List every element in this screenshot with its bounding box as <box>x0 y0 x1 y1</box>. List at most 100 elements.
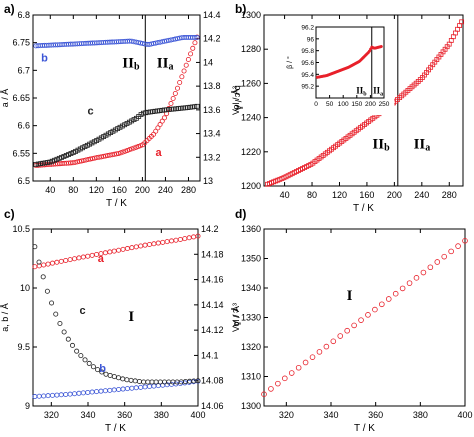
panel-c-a-data-point <box>173 237 179 243</box>
panel-c-a-data-point <box>146 241 152 247</box>
panel-b-x-tick-label: 280 <box>442 190 457 200</box>
panel-c-y2-tick-label: 14.1 <box>201 350 219 360</box>
panel-c-c-data-point <box>40 274 46 280</box>
panel-c-y2-tick-label: 14.18 <box>201 249 224 259</box>
panel-d-Vol-data-point <box>365 312 371 318</box>
panel-d-y-tick-label: 1310 <box>241 372 261 382</box>
panel-b-phase-label: IIa <box>414 136 431 153</box>
panel-c-x-axis-title: T / K <box>105 423 126 434</box>
panel-a-series-label-a: a <box>155 147 162 159</box>
panel-a-a-data-point <box>118 150 124 156</box>
panel-b-inset-x-tick-label: 200 <box>365 101 376 108</box>
panel-c-c-data-point <box>61 329 67 335</box>
panel-c-b-data-point <box>133 385 139 391</box>
panel-c-b-data-point <box>89 389 95 395</box>
panel-c-b-data-point <box>54 392 60 398</box>
panel-c-c-data-point <box>120 376 126 382</box>
panel-a-x-tick-label: 280 <box>181 185 196 195</box>
panel-d-Vol-data-point <box>434 259 441 265</box>
panel-a-a-data-point <box>120 149 126 155</box>
panel-c-b-data-point <box>98 388 104 394</box>
panel-a-y-tick-label: 6.8 <box>17 10 30 20</box>
panel-a-a-data-point <box>122 148 128 154</box>
panel-a-a-data-point <box>131 145 137 151</box>
panel-a-a-data-point <box>190 45 196 51</box>
panel-c-b-data-point <box>80 390 86 396</box>
panel-b-y-tick-label: 1220 <box>241 147 261 157</box>
panel-d-Vol-data-point <box>413 275 420 281</box>
panel-b-inset-x-tick-label: 0 <box>314 101 318 108</box>
panel-b-inset-y-tick-label: 95.6 <box>301 60 314 67</box>
panel-d-y-tick-label: 1300 <box>241 401 261 411</box>
panel-c-b-data-point <box>72 391 78 397</box>
panel-d-x-tick-label: 320 <box>279 410 294 420</box>
panel-d-Vol-data-point <box>268 386 274 392</box>
panel-d-Vol-data-point <box>406 280 413 286</box>
panel-c-c-data-point <box>116 375 122 381</box>
panel-a-x-tick-label: 80 <box>68 185 78 195</box>
panel-c-b-data-point <box>142 384 148 390</box>
panel-a-x-tick-label: 120 <box>89 185 104 195</box>
panel-d-x-tick-label: 400 <box>457 410 472 420</box>
panel-d-Vol-data-point <box>309 354 316 360</box>
panel-c-c-data-point <box>36 259 42 265</box>
panel-a-a-data-point <box>133 144 139 150</box>
panel-b-inset: 0 50 100 150 200 250 95.2 95.4 95.6 95.8 96 96.2 β /… <box>282 22 394 115</box>
panel-a-a-data-point <box>183 62 189 68</box>
panel-c-a-data-point <box>85 253 91 259</box>
panel-c-y-tick-label: 10.5 <box>12 224 30 234</box>
panel-c-a-data-point <box>80 254 86 260</box>
panel-c-c-data-point <box>86 360 92 366</box>
panel-a-y2-tick-label: 14.2 <box>203 34 221 44</box>
panel-a-x-tick-label: 40 <box>45 185 55 195</box>
panel-d-Vol-data-point <box>351 322 357 329</box>
panel-d-y-tick-label: 1340 <box>241 283 261 293</box>
panel-d-x-tick-label: 360 <box>368 410 383 420</box>
panel-c-a-data-point <box>177 236 183 242</box>
panel-c-a-data-point <box>67 257 73 263</box>
panel-b: b) 40 80 120 160 200 240 280 1200 1220 1240 1260 128… <box>231 2 465 214</box>
panel-c-a-data-point <box>155 240 161 246</box>
panel-b-inset-y-tick-label: 95.2 <box>301 84 314 91</box>
panel-c-y2-tick-label: 14.12 <box>201 325 224 335</box>
panel-c-a-data-point <box>89 252 95 258</box>
panel-d-Vol-data-point <box>344 327 350 334</box>
panel-c-a-data-point <box>191 234 197 240</box>
panel-a-y-axis-title: a / Å <box>0 89 10 108</box>
panel-d-y-axis-title: Vol / Å³ <box>231 303 241 332</box>
panel-c-a-data-point <box>76 255 82 261</box>
panel-a-x-tick-label: 160 <box>112 185 127 195</box>
panel-c-phase-label: I <box>128 309 134 325</box>
panel-a-y-tick-label: 6.55 <box>12 148 30 158</box>
panel-b-inset-y-axis-title: β / ° <box>286 56 294 69</box>
panel-c-a-data-point <box>72 256 78 262</box>
panel-c-x-tick-label: 400 <box>190 410 205 420</box>
panel-c-b-data-point <box>63 391 69 397</box>
panel-c-a-data-point <box>160 239 166 245</box>
panel-c-b-data-point <box>120 386 126 392</box>
panel-c-a-data-point <box>138 243 144 249</box>
panel-d-Vol-data-point <box>330 338 337 345</box>
panel-d-Vol-data-point <box>261 391 267 398</box>
panel-c-y2-tick-label: 14.08 <box>201 376 224 386</box>
panel-c-y2-tick-label: 14.16 <box>201 275 224 285</box>
panel-d-Vol-data-point <box>295 364 302 371</box>
panel-a-x-tick-label: 200 <box>135 185 150 195</box>
panel-d-Vol-data-point <box>379 301 385 308</box>
panel-d-y-tick-label: 1350 <box>241 254 261 264</box>
panel-c-series-label-b: b <box>99 363 106 375</box>
panel-c-panel-label: c) <box>4 207 15 221</box>
panel-c-c-data-point <box>132 378 138 384</box>
panel-c-y-tick-label: 10 <box>20 283 30 293</box>
panel-a-panel-label: a) <box>4 2 15 16</box>
panel-c-b-data-point <box>138 384 144 390</box>
panel-c-b-data-point <box>36 393 42 399</box>
panel-b-inset-y-tick-label: 96 <box>307 36 315 43</box>
panel-c-plot-frame <box>32 228 199 407</box>
panel-c-c-data-point <box>78 353 84 359</box>
panel-b-x-axis-title: T / K <box>353 203 374 214</box>
panel-a-y-tick-label: 6.65 <box>12 93 30 103</box>
panel-c-c-data-point <box>149 379 155 385</box>
panel-b-inset-y-tick-label: 95.8 <box>301 48 314 55</box>
panel-a-b-data-point <box>192 35 198 41</box>
